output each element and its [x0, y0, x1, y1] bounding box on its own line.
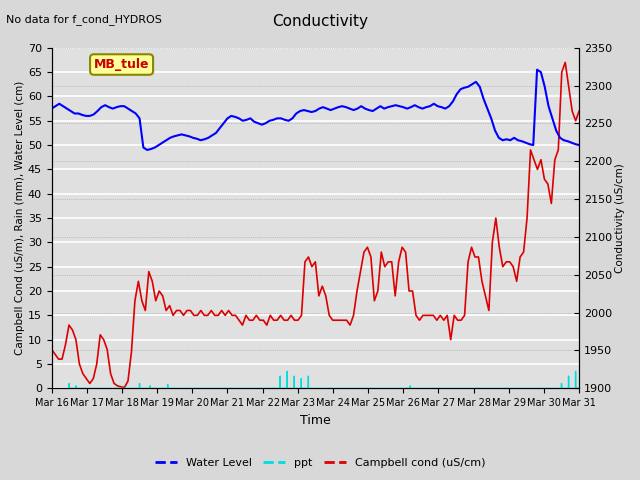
X-axis label: Time: Time	[300, 414, 331, 427]
Legend: Water Level, ppt, Campbell cond (uS/cm): Water Level, ppt, Campbell cond (uS/cm)	[150, 453, 490, 472]
Text: No data for f_cond_HYDROS: No data for f_cond_HYDROS	[6, 14, 163, 25]
Y-axis label: Conductivity (uS/cm): Conductivity (uS/cm)	[615, 163, 625, 273]
Text: Conductivity: Conductivity	[272, 14, 368, 29]
Text: MB_tule: MB_tule	[94, 58, 149, 71]
Y-axis label: Campbell Cond (uS/m), Rain (mm), Water Level (cm): Campbell Cond (uS/m), Rain (mm), Water L…	[15, 81, 25, 355]
